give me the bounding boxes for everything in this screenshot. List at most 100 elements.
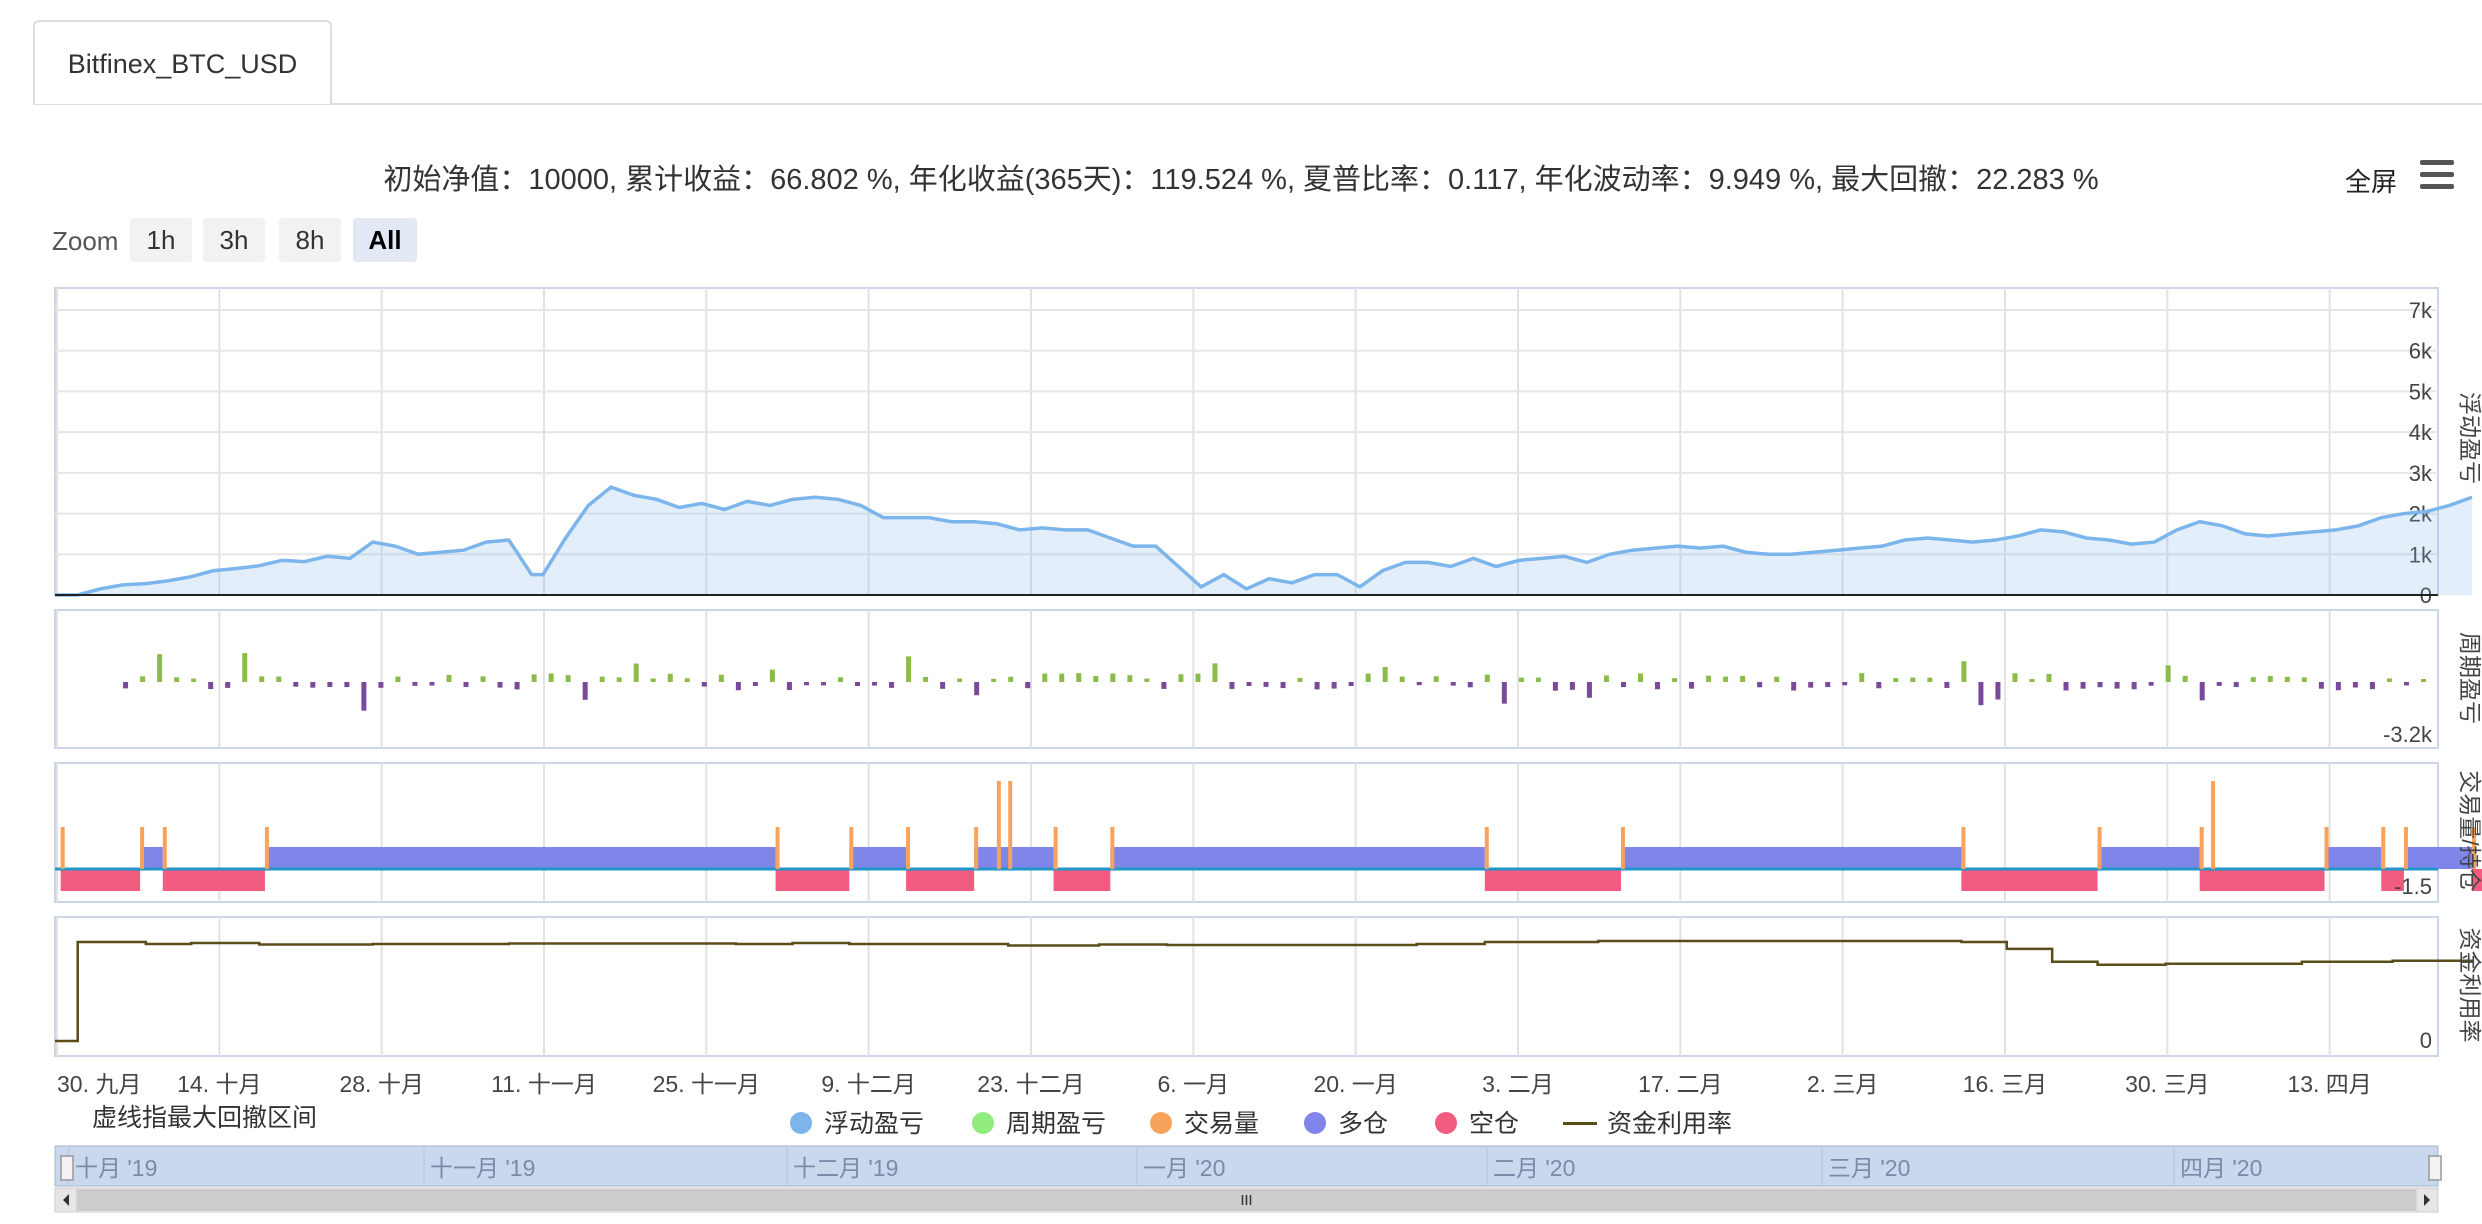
period-pnl-bar [1280,682,1286,689]
period-pnl-bar [480,676,486,682]
legend-item-volume[interactable]: 交易量 [1150,1106,1259,1142]
tab-bar-divider [33,103,2482,105]
legend-item-short[interactable]: 空仓 [1435,1106,1519,1142]
x-tick-label: 17. 二月 [1638,1071,1722,1097]
legend-label: 多仓 [1338,1110,1389,1138]
tab-bitfinex-btc-usd[interactable]: Bitfinex_BTC_USD [33,20,332,104]
pane-axis-title: 交易量/持仓 [2457,770,2482,891]
period-pnl-bar [225,682,231,688]
period-pnl-bar [242,653,248,682]
period-pnl-bar [1484,674,1490,682]
period-pnl-bar [1893,678,1899,682]
period-pnl-bar [1672,678,1678,682]
y-tick-label: 5k [2409,379,2433,404]
floating-pnl-line [55,485,2473,597]
legend-label: 空仓 [1469,1110,1520,1138]
volume-bar [1053,827,1058,869]
long-position-bar [264,847,776,869]
period-pnl-bar [1603,675,1609,682]
period-pnl-bar [1416,682,1422,686]
chart-pane-frame [54,287,2439,596]
x-tick-label: 16. 三月 [1963,1071,2047,1097]
zoom-1h-button[interactable]: 1h [130,218,192,262]
period-pnl-bar [2046,673,2052,682]
period-pnl-bar [1042,673,1048,682]
x-tick-label: 23. 十二月 [977,1071,1084,1097]
period-pnl-bar [1723,676,1729,682]
period-pnl-bar [1059,673,1065,682]
navigator-handle [60,1155,74,1181]
period-pnl-bar [1263,682,1269,687]
period-pnl-bar [940,682,946,689]
period-pnl-bar [701,682,707,687]
period-pnl-bar [463,682,469,687]
y-tick-label: 7k [2409,298,2433,323]
period-pnl-bar [633,663,639,682]
period-pnl-bar [803,682,809,686]
period-pnl-bar [2335,682,2341,691]
period-pnl-bar [497,682,503,688]
period-pnl-bar [2267,675,2273,682]
short-position-bar [162,869,265,891]
zoom-8h-button[interactable]: 8h [279,218,341,262]
volume-bar [2381,827,2386,869]
long-position-bar [1110,847,1485,869]
period-pnl-bar [1450,682,1456,686]
navigator-label: 十月 '19 [75,1155,157,1181]
legend-item-period-pnl[interactable]: 周期盈亏 [972,1106,1106,1142]
backtest-stats: 初始净值：10000, 累计收益：66.802 %, 年化收益(365天)：11… [383,164,2099,196]
fund-utilization-line [55,939,2474,1043]
zoom-3h-button[interactable]: 3h [203,218,265,262]
period-pnl-bar [395,676,401,682]
x-tick-label: 6. 一月 [1158,1071,1230,1097]
legend-label: 浮动盈亏 [824,1110,925,1138]
period-pnl-bar [2012,673,2018,682]
period-pnl-bar [429,682,435,686]
period-pnl-bar [378,682,384,688]
legend-circle-icon [790,1112,812,1135]
period-pnl-bar [1740,675,1746,682]
period-pnl-bar [1535,677,1541,682]
legend-item-floating-pnl[interactable]: 浮动盈亏 [790,1106,924,1142]
period-pnl-bar [650,678,656,682]
long-position-bar [140,847,163,869]
legend-item-long[interactable]: 多仓 [1304,1106,1388,1142]
period-pnl-bar [2131,682,2137,690]
period-pnl-bar [191,678,197,682]
navigator-label: 二月 '20 [1493,1155,1575,1181]
period-pnl-bar [1689,682,1695,689]
period-pnl-bar [2420,678,2426,682]
volume-bar [1961,827,1966,869]
period-pnl-bar [1144,678,1150,682]
fullscreen-button[interactable]: 全屏 [2345,167,2398,197]
period-pnl-bar [1433,676,1439,682]
zoom-all-button[interactable]: All [353,218,417,262]
x-tick-label: 20. 一月 [1313,1071,1397,1097]
period-pnl-bar [2029,678,2035,682]
hamburger-menu-icon[interactable] [2420,160,2454,190]
x-tick-label: 28. 十月 [339,1071,423,1097]
period-pnl-bar [1774,676,1780,682]
legend-line-icon [1563,1121,1597,1125]
period-pnl-bar [1518,677,1524,682]
period-pnl-bar [1791,682,1797,691]
tab-bar: Bitfinex_BTC_USD [0,0,2482,105]
period-pnl-bar [2301,677,2307,682]
legend-label: 交易量 [1184,1110,1260,1138]
short-position-bar [1484,869,1621,891]
period-pnl-bar [1552,682,1558,691]
volume-bar [1620,827,1625,869]
legend-item-fund-utilization[interactable]: 资金利用率 [1563,1106,1732,1142]
period-pnl-bar [991,678,997,682]
long-position-bar [1620,847,1962,869]
period-pnl-bar [667,673,673,682]
period-pnl-bar [276,676,282,682]
period-pnl-bar [2386,678,2392,682]
period-pnl-bar [531,674,537,682]
period-pnl-bar [1910,677,1916,682]
y-tick-label: 1k [2409,542,2433,567]
x-tick-label: 30. 九月 [57,1071,141,1097]
pane-axis-title: 资金利用率 [2457,928,2482,1043]
navigator-label: 四月 '20 [2180,1155,2262,1181]
